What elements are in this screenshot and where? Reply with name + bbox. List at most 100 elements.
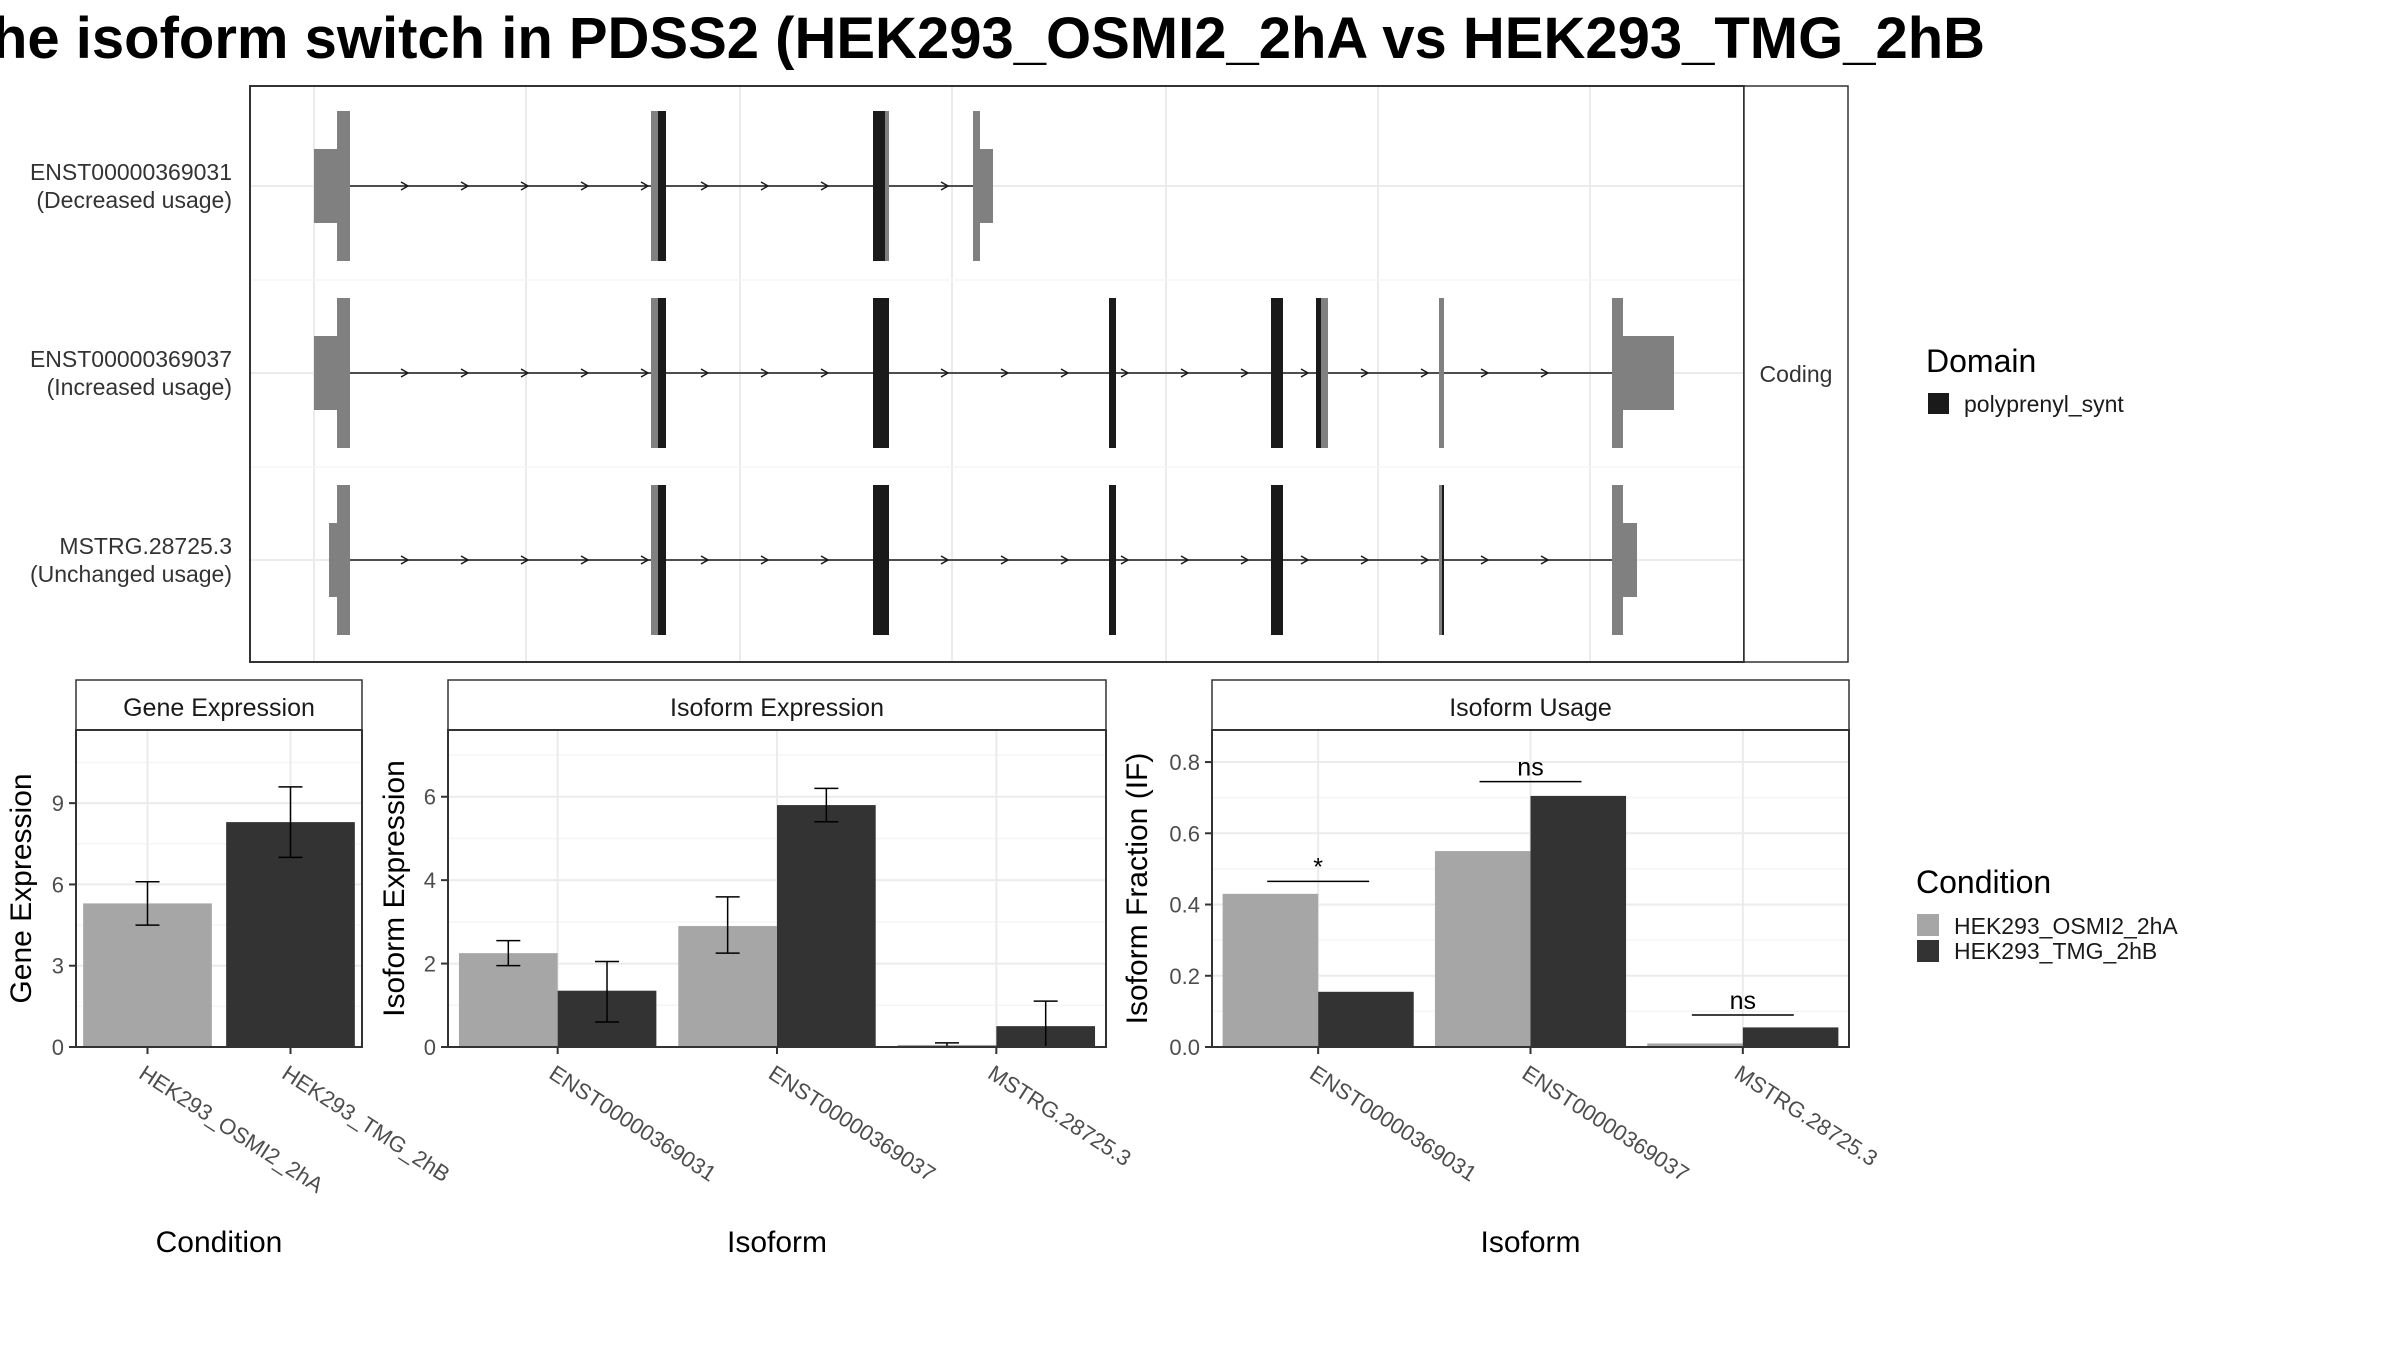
intron-arrow [400, 555, 410, 565]
structure-tracks [314, 111, 1674, 635]
intron-arrow [1060, 368, 1070, 378]
isoform-label-id: ENST00000369037 [30, 346, 232, 372]
intron-arrow [760, 368, 770, 378]
panel-strip-title: Isoform Expression [670, 694, 884, 722]
y-tick-label: 0.8 [1169, 750, 1200, 775]
panel-strip [1211, 679, 1850, 731]
intron-arrow [820, 368, 830, 378]
y-tick-label: 0 [424, 1035, 436, 1060]
intron-arrow [700, 555, 710, 565]
y-tick-label: 4 [424, 868, 436, 893]
isoform-usage-panel: Isoform Usage * ns ns 0.0 0.2 0.4 0.6 0.8 ENST000… [1121, 679, 1882, 1259]
significance-label: ns [1517, 754, 1543, 782]
intron-arrow [460, 181, 470, 191]
y-tick-label: 0.0 [1169, 1035, 1200, 1060]
x-axis-title: Isoform [727, 1226, 827, 1259]
intron-arrow [1120, 368, 1130, 378]
intron-arrow [1480, 368, 1490, 378]
isoform-track [314, 111, 993, 261]
exon-block [314, 336, 337, 410]
panel-strip-title: Gene Expression [123, 694, 315, 722]
exon-block [329, 523, 337, 597]
domain-block [1109, 298, 1116, 448]
intron-arrow [580, 555, 590, 565]
domain-legend-swatch [1928, 393, 1949, 414]
y-tick-label: 0.4 [1169, 893, 1200, 918]
x-axis-title: Isoform [1480, 1226, 1580, 1259]
bar [1742, 1027, 1839, 1047]
panel-strip-title: Isoform Usage [1449, 694, 1612, 722]
y-tick-label: 9 [52, 791, 64, 816]
isoform-label-3: MSTRG.28725.3 (Unchanged usage) [30, 533, 232, 587]
intron-arrow [760, 181, 770, 191]
structure-panel: Coding ENST00000369031 (Decreased usage)… [30, 85, 1849, 663]
bar [1222, 893, 1319, 1047]
intron-arrow [640, 555, 650, 565]
isoform-label-note: (Decreased usage) [36, 187, 232, 213]
significance-label: * [1313, 853, 1323, 881]
y-tick-label: 3 [52, 954, 64, 979]
intron-arrow [760, 555, 770, 565]
exon-block [1623, 523, 1637, 597]
domain-block [873, 298, 889, 448]
domain-block [1442, 485, 1444, 635]
intron-arrow [700, 181, 710, 191]
y-tick-label: 6 [424, 785, 436, 810]
structure-strip-label: Coding [1760, 361, 1833, 387]
intron-arrow [1540, 368, 1550, 378]
condition-legend-title: Condition [1916, 864, 2051, 900]
domain-block [1271, 485, 1283, 635]
intron-arrow [580, 181, 590, 191]
y-tick-label: 2 [424, 952, 436, 977]
intron-arrow [1360, 368, 1370, 378]
exon-block [337, 111, 350, 261]
intron-arrow [1000, 368, 1010, 378]
y-tick-label: 0.2 [1169, 964, 1200, 989]
exon-block [337, 485, 350, 635]
x-tick-label: ENST00000369031 [545, 1060, 721, 1186]
bar [777, 805, 876, 1047]
condition-legend-swatch-a [1917, 914, 1939, 936]
x-axis-title: Condition [156, 1226, 283, 1259]
intron-arrow [1240, 555, 1250, 565]
domain-block [658, 485, 666, 635]
isoform-label-note: (Unchanged usage) [30, 561, 232, 587]
domain-block [873, 485, 889, 635]
exon-block [1612, 485, 1623, 635]
intron-arrow [460, 368, 470, 378]
significance-label: ns [1730, 987, 1756, 1015]
intron-arrow [820, 181, 830, 191]
intron-arrow [1180, 368, 1190, 378]
domain-block [658, 298, 666, 448]
isoform-track [314, 298, 1674, 448]
isoform-label-1: ENST00000369031 (Decreased usage) [30, 159, 232, 213]
intron-arrow [1360, 555, 1370, 565]
bar [1318, 991, 1414, 1047]
domain-block [658, 111, 666, 261]
exon-block [1439, 485, 1442, 635]
intron-arrow [700, 368, 710, 378]
exon-block [1612, 298, 1623, 448]
domain-legend: Domain polyprenyl_synt [1926, 343, 2124, 417]
intron-arrow [520, 368, 530, 378]
exon-block [651, 298, 658, 448]
domain-block [1316, 298, 1321, 448]
exon-block [1439, 298, 1444, 448]
exon-block [885, 111, 889, 261]
bar [83, 903, 212, 1047]
exon-block [1321, 298, 1328, 448]
intron-arrow [460, 555, 470, 565]
domain-block [873, 111, 885, 261]
condition-legend: Condition HEK293_OSMI2_2hA HEK293_TMG_2h… [1916, 864, 2178, 964]
exon-block [980, 149, 993, 223]
domain-block [1109, 485, 1116, 635]
intron-arrow [520, 181, 530, 191]
isoform-label-note: (Increased usage) [47, 374, 232, 400]
intron-arrow [1420, 555, 1430, 565]
intron-arrow [1120, 555, 1130, 565]
x-tick-label: ENST00000369031 [1305, 1060, 1481, 1186]
intron-arrow [1180, 555, 1190, 565]
isoform-label-id: MSTRG.28725.3 [59, 533, 232, 559]
intron-arrow [640, 181, 650, 191]
